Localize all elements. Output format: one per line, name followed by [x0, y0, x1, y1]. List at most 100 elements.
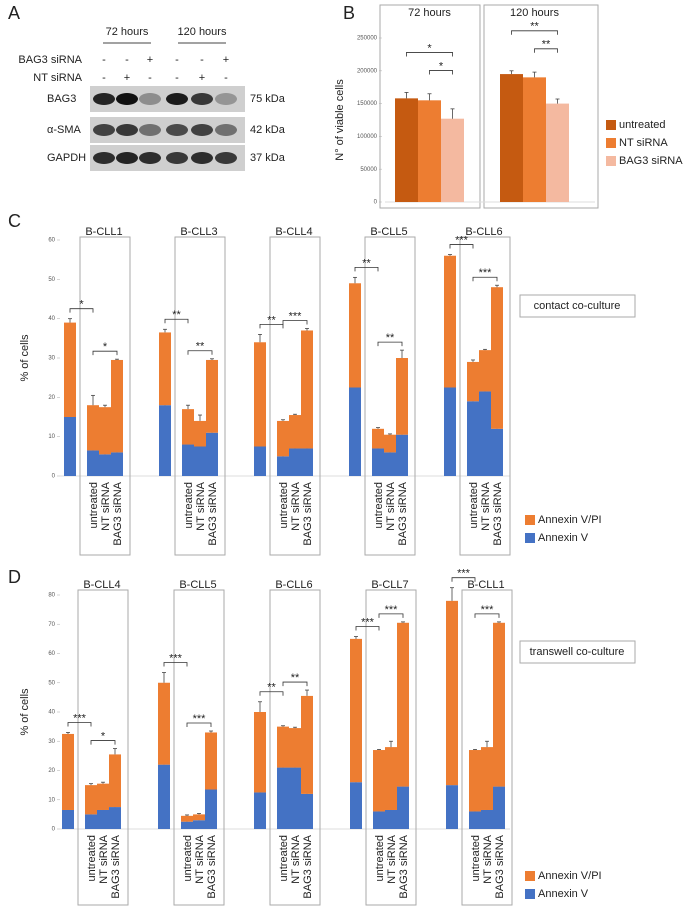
legend-label: Annexin V/PI	[538, 870, 602, 882]
y-tick-label: 20	[48, 395, 55, 401]
x-tick-label: untreated	[278, 482, 290, 528]
bar-segment	[87, 450, 99, 476]
bar-segment	[277, 726, 289, 768]
bar-segment	[62, 733, 74, 810]
bar-segment	[493, 622, 505, 787]
significance-bracket	[511, 30, 558, 35]
bar-segment	[206, 359, 218, 433]
group-frame	[174, 236, 226, 556]
bar-segment	[396, 358, 408, 435]
x-tick-label: untreated	[182, 835, 194, 881]
x-tick-label: BAG3 siRNA	[397, 481, 409, 545]
y-tick-label: 20	[48, 768, 55, 774]
x-tick-label: untreated	[86, 835, 98, 881]
legend-swatch	[525, 533, 535, 543]
condition-sign: -	[175, 72, 179, 84]
significance-label: **	[542, 39, 551, 51]
x-tick-label: NT siRNA	[480, 481, 492, 530]
bar-segment	[193, 820, 205, 829]
group-title: 120 hours	[510, 7, 559, 19]
legend-swatch	[525, 889, 535, 899]
bar-segment	[301, 448, 313, 476]
note-box	[519, 294, 636, 318]
x-tick-label: untreated	[278, 835, 290, 881]
significance-bracket	[259, 691, 284, 696]
y-tick-label: 10	[48, 434, 55, 440]
legend-label: Annexin V/PI	[538, 514, 602, 526]
y-tick-label: 10	[48, 797, 55, 803]
bar-segment	[384, 434, 396, 453]
x-tick-label: NT siRNA	[385, 481, 397, 530]
blot-band	[93, 124, 115, 136]
significance-bracket	[474, 613, 500, 618]
x-tick-label: BAG3 siRNA	[112, 481, 124, 545]
group-title: B-CLL7	[371, 579, 408, 591]
bar-segment	[444, 387, 456, 476]
legend-label: Annexin V	[538, 888, 589, 900]
significance-label: *	[427, 42, 432, 54]
panel-label: D	[8, 567, 21, 587]
legend-label: NT siRNA	[619, 137, 668, 149]
x-tick-label: BAG3 siRNA	[494, 834, 506, 898]
significance-bracket	[377, 341, 403, 347]
bar-segment	[479, 350, 491, 392]
note-label: transwell co-culture	[530, 646, 625, 658]
bar-segment	[87, 405, 99, 451]
bar-segment	[444, 255, 456, 388]
significance-bracket	[354, 266, 379, 272]
bar-segment	[277, 420, 289, 457]
y-tick-label: 50000	[360, 167, 377, 173]
bar-segment	[254, 342, 266, 447]
bar-segment	[491, 428, 503, 476]
condition-sign: -	[102, 54, 106, 66]
significance-label: *	[103, 341, 108, 353]
significance-label: ***	[73, 712, 87, 724]
x-tick-label: BAG3 siRNA	[206, 834, 218, 898]
x-tick-label: BAG3 siRNA	[398, 834, 410, 898]
blot-band	[215, 152, 237, 164]
y-tick-label: 0	[52, 827, 56, 833]
bar-segment	[254, 712, 266, 793]
x-tick-label: untreated	[373, 482, 385, 528]
y-tick-label: 150000	[357, 101, 378, 107]
significance-label: **	[386, 332, 395, 344]
x-tick-label: NT siRNA	[482, 834, 494, 883]
group-title: B-CLL1	[85, 226, 122, 238]
group-title: B-CLL6	[275, 579, 312, 591]
blot-band	[116, 124, 138, 136]
significance-bracket	[69, 308, 94, 313]
legend-label: Annexin V	[538, 532, 589, 544]
group-title: B-CLL3	[180, 226, 217, 238]
bar-segment	[181, 821, 193, 829]
condition-sign: -	[102, 72, 106, 84]
bar-segment	[446, 785, 458, 829]
significance-label: **	[172, 309, 181, 321]
bar-segment	[64, 417, 76, 476]
bar-segment	[182, 444, 194, 476]
y-tick-label: 40	[48, 710, 55, 716]
bar-segment	[194, 420, 206, 447]
note-box	[519, 640, 636, 664]
bar-segment	[397, 786, 409, 829]
y-tick-label: 60	[48, 651, 55, 657]
bar-segment	[373, 811, 385, 829]
bar-segment	[85, 785, 97, 815]
y-axis-title: % of cells	[19, 334, 31, 382]
blot-band	[166, 152, 188, 164]
bar-segment	[158, 682, 170, 765]
y-tick-label: 30	[48, 356, 55, 362]
bar	[500, 74, 523, 202]
group-frame	[379, 4, 481, 209]
bar-segment	[205, 732, 217, 790]
condition-sign: +	[199, 72, 205, 84]
group-title: 72 hours	[408, 7, 451, 19]
significance-label: *	[79, 299, 84, 311]
group-frame	[77, 589, 129, 906]
bar-segment	[289, 728, 301, 768]
bar-segment	[99, 407, 111, 455]
bar-segment	[206, 432, 218, 476]
x-tick-label: NT siRNA	[195, 481, 207, 530]
bar-segment	[111, 452, 123, 476]
x-tick-label: untreated	[183, 482, 195, 528]
panel-label: B	[343, 3, 355, 23]
